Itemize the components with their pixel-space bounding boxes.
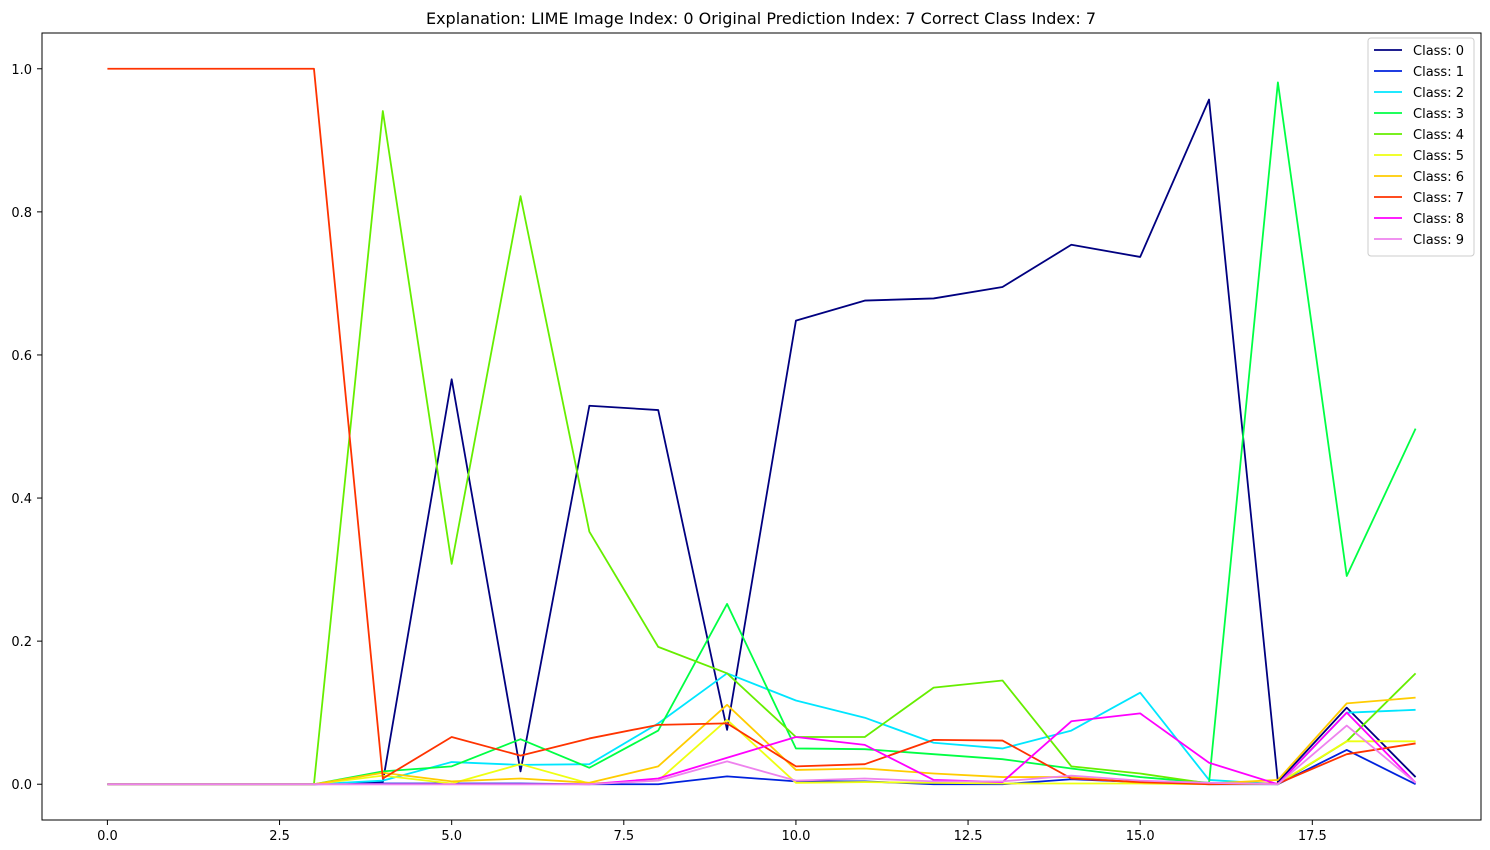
x-tick-label: 10.0 — [781, 829, 810, 844]
legend-label-class-1: Class: 1 — [1413, 65, 1464, 80]
x-tick-label: 7.5 — [613, 829, 634, 844]
legend-label-class-5: Class: 5 — [1413, 149, 1464, 164]
plot-frame — [41, 32, 1482, 821]
x-tick-label: 0.0 — [97, 829, 118, 844]
legend-label-class-0: Class: 0 — [1413, 44, 1464, 59]
series-line-class-9 — [107, 724, 1417, 786]
y-tick-label: 1.0 — [11, 63, 32, 78]
legend-label-class-6: Class: 6 — [1413, 170, 1464, 185]
legend-label-class-4: Class: 4 — [1413, 128, 1464, 143]
legend-label-class-9: Class: 9 — [1413, 233, 1464, 248]
series-line-class-3 — [107, 81, 1417, 786]
y-tick-label: 0.6 — [11, 349, 32, 364]
series-line-class-7 — [107, 67, 1416, 786]
chart-title: Explanation: LIME Image Index: 0 Origina… — [426, 9, 1096, 28]
y-tick-label: 0.0 — [11, 778, 32, 793]
x-tick-label: 17.5 — [1298, 829, 1327, 844]
series-line-class-8 — [107, 711, 1417, 786]
x-axis: 0.0 2.5 5.0 7.5 10.0 12.5 15.0 17.5 — [97, 820, 1327, 844]
plot-lines — [107, 67, 1417, 786]
x-tick-label: 15.0 — [1126, 829, 1155, 844]
series-line-class-5 — [107, 718, 1416, 786]
y-tick-label: 0.4 — [11, 492, 32, 507]
y-tick-label: 0.2 — [11, 635, 32, 650]
legend-label-class-8: Class: 8 — [1413, 212, 1464, 227]
legend-label-class-3: Class: 3 — [1413, 107, 1464, 122]
legend: Class: 0 Class: 1 Class: 2 Class: 3 Class: 4… — [1367, 37, 1475, 257]
x-tick-label: 12.5 — [954, 829, 983, 844]
legend-label-class-7: Class: 7 — [1413, 191, 1464, 206]
y-tick-label: 0.8 — [11, 206, 32, 221]
legend-label-class-2: Class: 2 — [1413, 86, 1464, 101]
x-tick-label: 2.5 — [269, 829, 290, 844]
y-axis: 0.0 0.2 0.4 0.6 0.8 1.0 — [11, 63, 42, 793]
series-line-class-2 — [107, 672, 1416, 786]
x-tick-label: 5.0 — [441, 829, 462, 844]
series-line-class-1 — [107, 748, 1416, 786]
